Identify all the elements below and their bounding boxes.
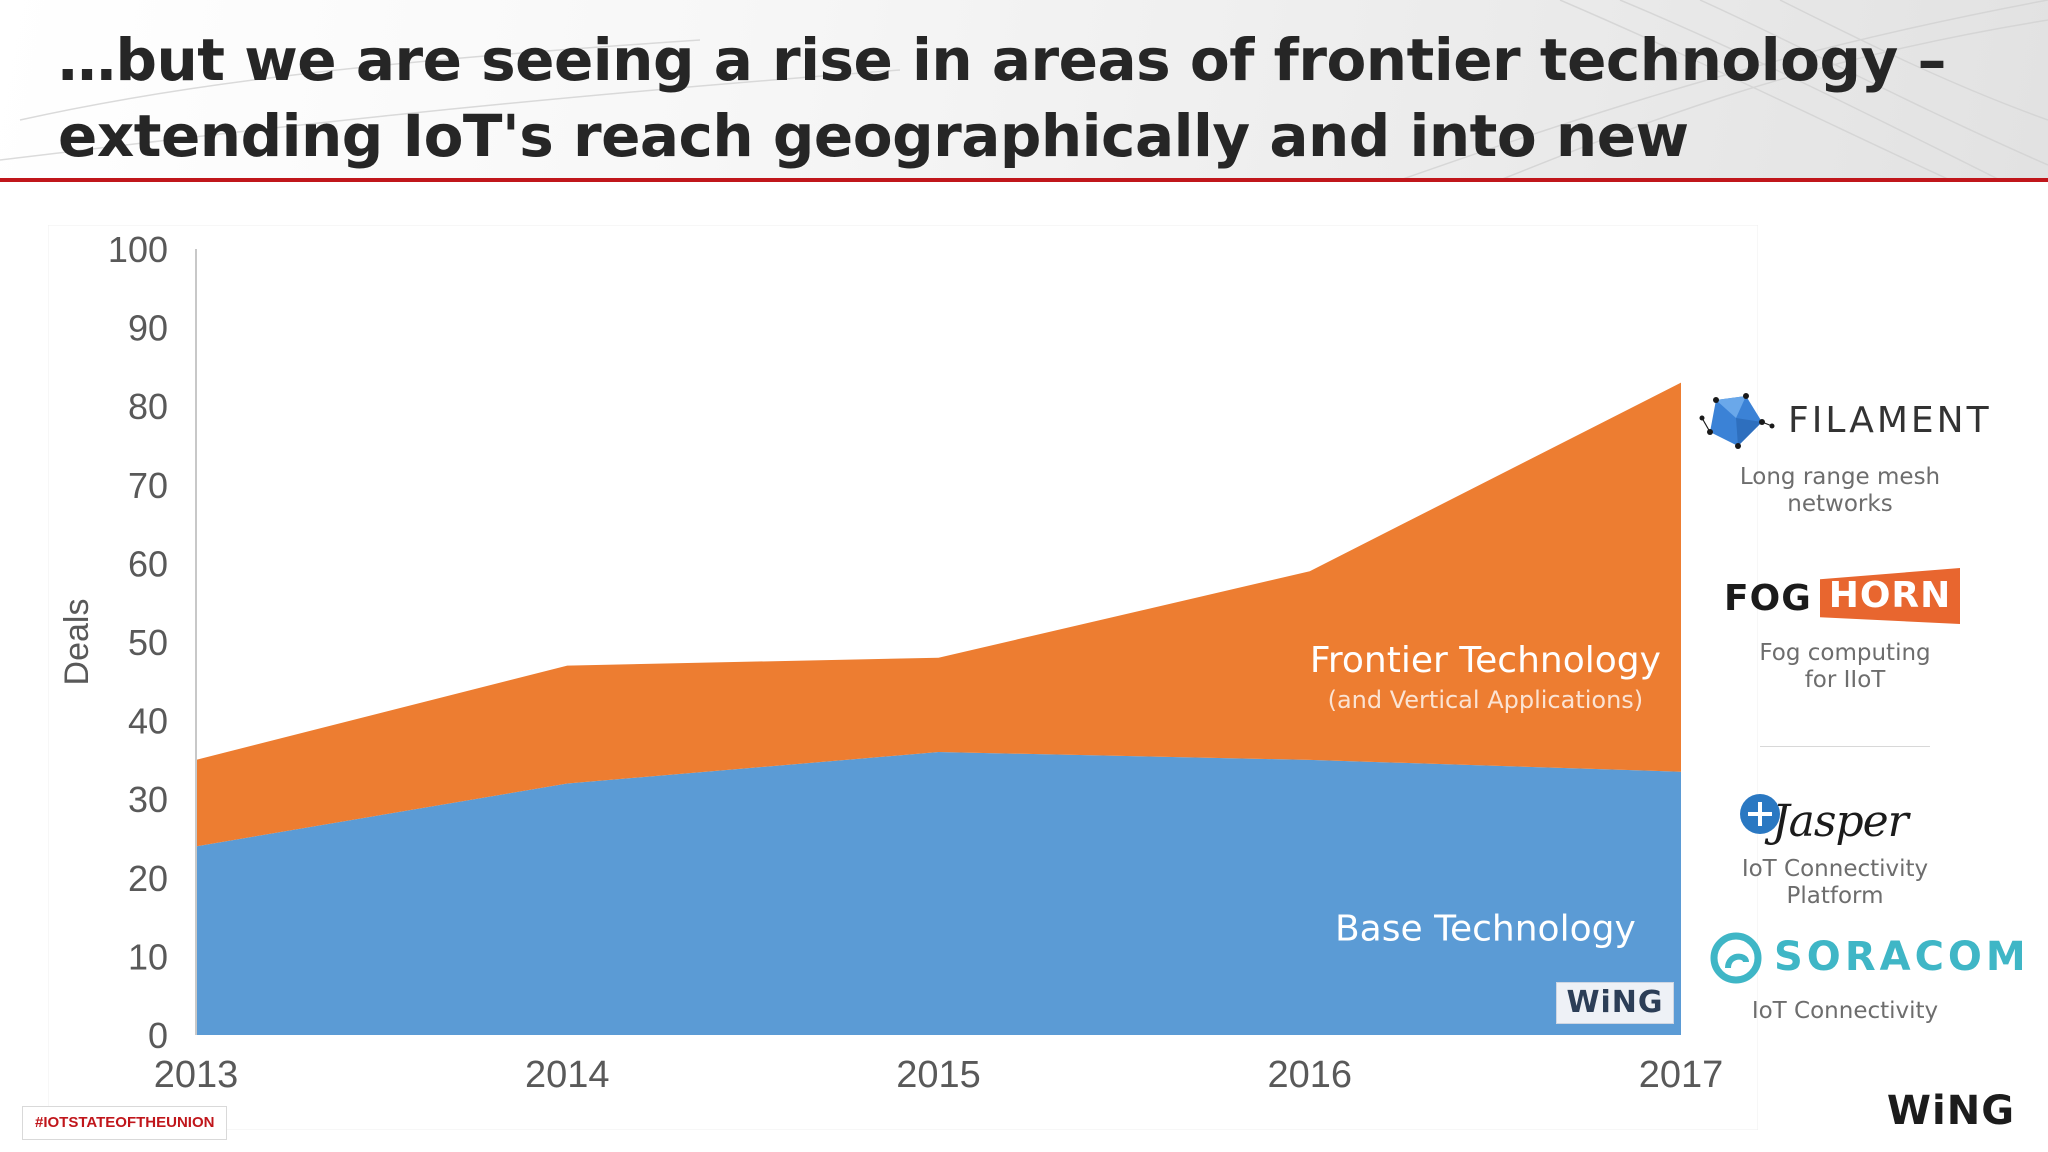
y-tick-label: 70 [128,465,168,506]
foghorn-caption: Fog computing for IIoT [1700,640,1990,694]
filament-caption: Long range mesh networks [1690,464,1990,518]
jasper-caption: IoT Connectivity Platform [1741,856,1929,909]
y-tick-label: 10 [128,936,168,977]
chart-canvas: 0 10 20 30 40 50 60 70 80 90 100 2013 2014 2015 2016 2… [48,225,1758,1130]
foghorn-logo-block: FOG HORN Fog computing for IIoT [1700,562,1990,694]
foghorn-logo: FOG HORN [1700,562,1990,640]
header-decoration [0,0,2048,180]
jasper-wordmark: Jasper [1772,796,1909,847]
y-tick-label: 80 [128,386,168,427]
y-tick-label: 30 [128,779,168,820]
y-axis-label: Deals [58,599,96,686]
logo-separator [1760,746,1930,747]
filament-cube-icon [1699,393,1775,449]
y-tick-label: 60 [128,543,168,584]
foghorn-caption-line-1: Fog computing [1759,640,1931,666]
series-area-frontier-technology [196,382,1681,847]
filament-wordmark: FILAMENT [1788,400,1992,441]
y-tick-label: 90 [128,308,168,349]
jasper-logo-block: Jasper IoT Connectivity Platform [1690,786,1980,910]
jasper-plus-icon [1740,794,1780,834]
series-sublabel-frontier-technology: (and Vertical Applications) [1328,686,1644,714]
series-label-frontier-technology: Frontier Technology [1310,640,1661,681]
foghorn-wordmark-fog: FOG [1724,578,1812,619]
y-tick-label: 40 [128,701,168,742]
filament-logo-block: FILAMENT Long range mesh networks [1690,380,1990,518]
soracom-caption: IoT Connectivity [1751,998,1939,1024]
soracom-logo-block: SORACOM IoT Connectivity [1700,928,2026,1025]
y-tick-label: 0 [148,1015,168,1056]
y-tick-label: 20 [128,858,168,899]
deals-area-chart: 0 10 20 30 40 50 60 70 80 90 100 2013 2014 2015 2016 2… [48,225,1758,1130]
hashtag-badge: #IOTSTATEOFTHEUNION [22,1106,228,1140]
foghorn-caption-line-2: for IIoT [1804,667,1886,693]
soracom-swirl-icon [1710,932,1762,984]
x-tick-label: 2016 [1267,1054,1352,1096]
title-line-1: …but we are seeing a rise in areas of fr… [58,26,1946,94]
x-tick-label: 2014 [525,1054,610,1096]
title-line-2: extending IoT's reach geographically and… [58,102,1689,180]
x-tick-label: 2017 [1639,1054,1724,1096]
wing-corner-logo: WiNG [1886,1088,2016,1134]
filament-caption-line-2: networks [1787,491,1893,517]
soracom-logo: SORACOM [1700,928,2026,992]
filament-caption-line-1: Long range mesh [1739,464,1941,490]
series-area-base-technology [196,752,1681,1035]
slide-title: …but we are seeing a rise in areas of fr… [58,22,2018,180]
filament-logo: FILAMENT [1690,380,1990,460]
header-divider [0,178,2048,182]
soracom-wordmark: SORACOM [1774,934,2030,980]
y-tick-label: 100 [108,229,168,270]
x-tick-label: 2013 [154,1054,239,1096]
x-tick-label: 2015 [896,1054,981,1096]
wing-chart-badge: WiNG [1556,982,1674,1024]
series-label-base-technology: Base Technology [1335,909,1636,950]
slide-header: …but we are seeing a rise in areas of fr… [0,0,2048,180]
jasper-logo: Jasper [1690,786,1980,856]
y-tick-label: 50 [128,622,168,663]
foghorn-wordmark-horn: HORN [1820,568,1960,624]
